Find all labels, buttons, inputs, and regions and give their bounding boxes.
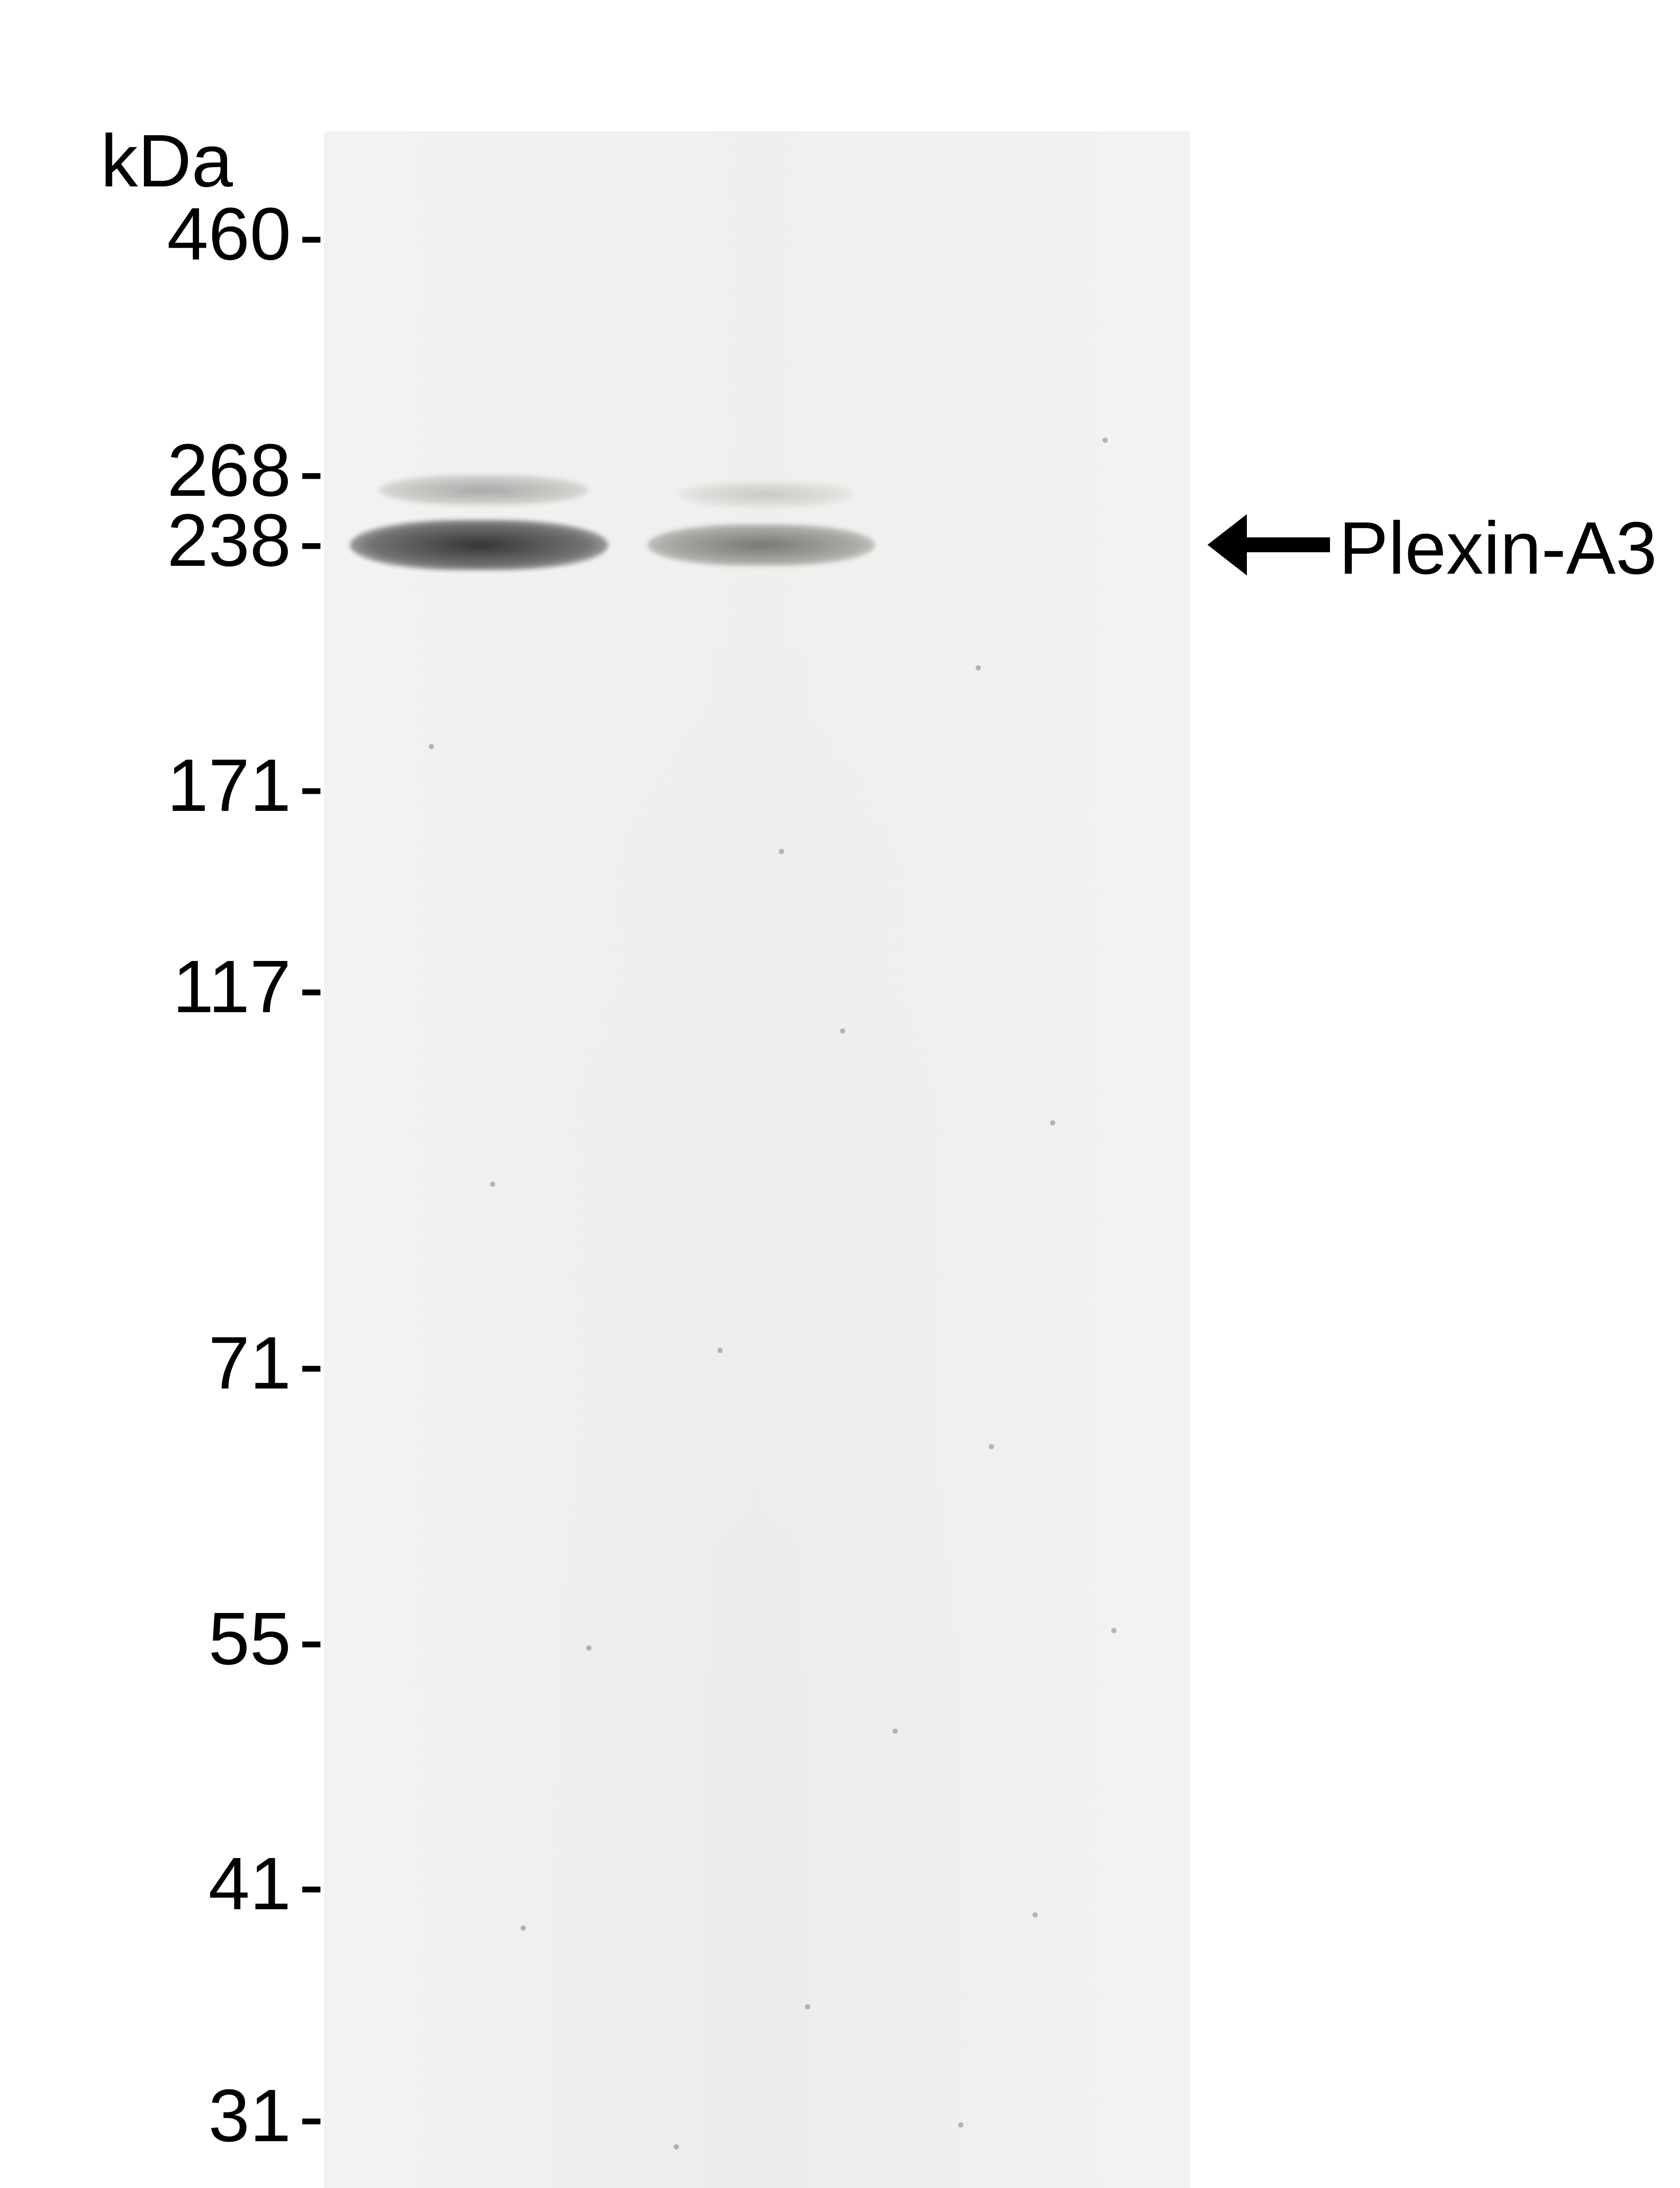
blot-speck [490,1182,495,1187]
target-arrow-head [1208,514,1247,575]
blot-texture [324,131,1190,2188]
ladder-value: 460 [167,193,291,276]
ladder-tick: - [299,743,324,828]
blot-speck [586,1645,592,1651]
ladder-marker: 238- [70,498,324,583]
ladder-value: 41 [208,1842,291,1925]
ladder-tick: - [299,498,324,583]
ladder-value: 117 [172,945,291,1028]
target-arrow-shaft [1247,537,1330,552]
blot-speck [958,2122,963,2128]
blot-speck [976,665,981,670]
ladder-value: 71 [208,1322,291,1405]
blot-speck [1102,438,1108,443]
blot-speck [429,744,434,749]
blot-band [678,481,853,508]
blot-band [350,520,608,570]
ladder-value: 55 [208,1597,291,1680]
ladder-marker: 460- [70,191,324,277]
ladder-marker: 55- [70,1596,324,1682]
ladder-marker: 31- [70,2073,324,2159]
blot-speck [840,1028,845,1034]
blot-speck [674,2144,679,2149]
ladder-tick: - [299,944,324,1030]
western-blot-figure: kDa Plexin-A3 460-268-238-171-117-71-55-… [0,0,1680,2188]
blot-speck [718,1348,723,1353]
ladder-marker: 117- [70,944,324,1030]
ladder-value: 31 [208,2074,291,2157]
blot-speck [779,849,784,854]
blot-band [378,475,588,505]
ladder-tick: - [299,1596,324,1682]
blot-speck [892,1729,898,1734]
ladder-tick: - [299,1841,324,1927]
target-protein-label: Plexin-A3 [1339,505,1657,591]
blot-speck [989,1444,994,1449]
ladder-tick: - [299,191,324,277]
blot-speck [805,2004,810,2009]
blot-speck [1111,1628,1116,1633]
ladder-marker: 171- [70,743,324,828]
blot-band [648,524,875,566]
ladder-marker: 41- [70,1841,324,1927]
blot-speck [1032,1912,1038,1918]
ladder-value: 238 [167,499,291,582]
ladder-tick: - [299,1320,324,1406]
blot-speck [1050,1120,1055,1126]
ladder-value: 171 [167,744,291,827]
blot-speck [521,1925,526,1931]
blot-membrane [324,131,1190,2188]
ladder-tick: - [299,2073,324,2159]
ladder-marker: 71- [70,1320,324,1406]
